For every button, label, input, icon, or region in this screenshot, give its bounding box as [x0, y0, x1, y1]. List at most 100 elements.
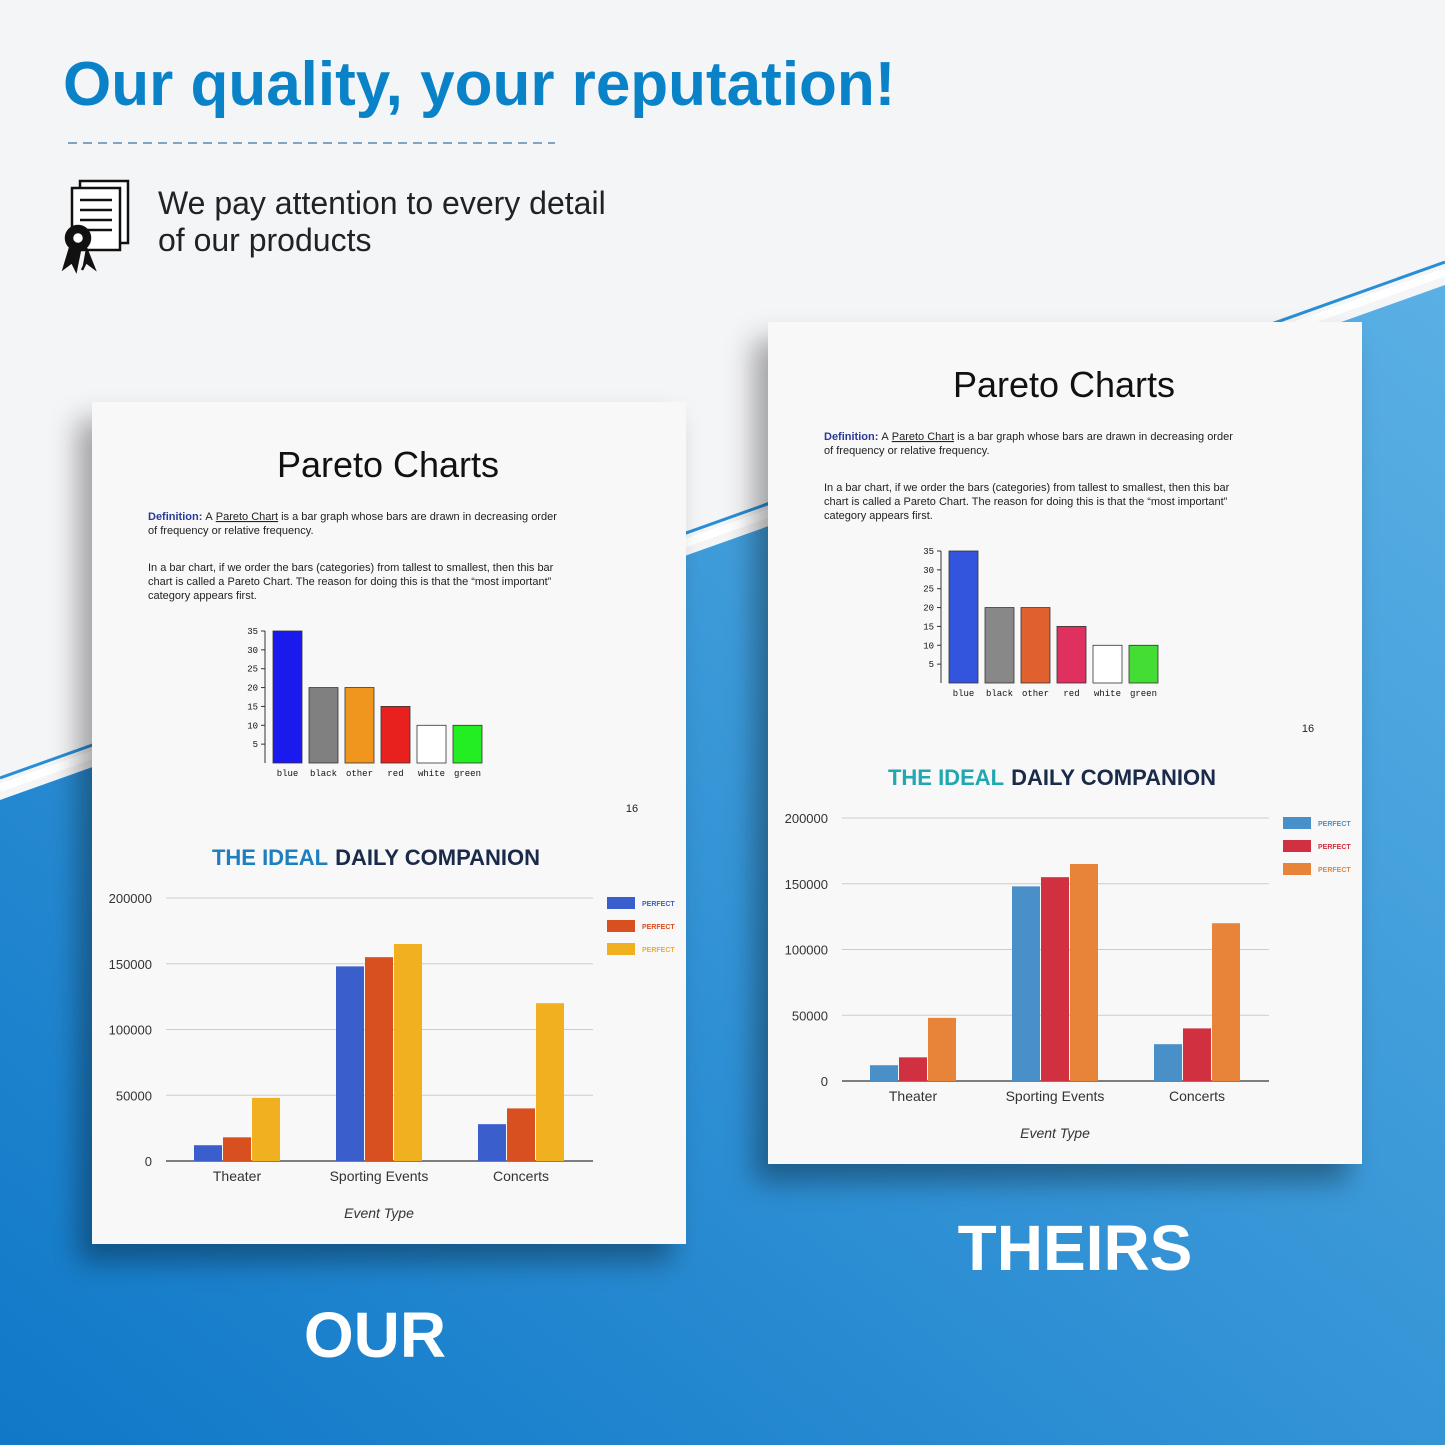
bar	[394, 944, 422, 1161]
x-tick-label: red	[387, 769, 403, 779]
definition-part: Pareto Chart	[892, 431, 954, 443]
bar	[536, 1003, 564, 1161]
bar	[1183, 1028, 1211, 1081]
y-tick-label: 200000	[109, 891, 152, 906]
y-tick-label: 50000	[116, 1088, 152, 1103]
legend-swatch	[1283, 817, 1311, 829]
x-tick-label: other	[346, 769, 373, 779]
bar	[984, 607, 1015, 684]
document-page: Pareto Charts Definition: A Pareto Chart is …	[768, 322, 1362, 1164]
y-tick-label: 150000	[785, 877, 828, 892]
legend-label: PERFECT	[642, 901, 675, 908]
page-label: THEIRS	[958, 1212, 1193, 1284]
doc-title: Pareto Charts	[277, 444, 499, 485]
x-tick-label: Theater	[889, 1088, 938, 1104]
y-tick-label: 10	[923, 641, 934, 651]
y-tick-label: 0	[821, 1074, 828, 1089]
y-tick-label: 5	[929, 660, 934, 670]
bar	[308, 687, 339, 764]
legend-swatch	[607, 943, 635, 955]
legend-label: PERFECT	[642, 947, 675, 954]
x-tick-label: Concerts	[1169, 1088, 1225, 1104]
bar	[416, 724, 447, 764]
y-tick-label: 5	[253, 740, 258, 750]
y-tick-label: 15	[923, 622, 934, 632]
definition: of frequency or relative frequency.	[148, 525, 314, 537]
bar	[1012, 886, 1040, 1081]
legend-label: PERFECT	[1318, 821, 1351, 828]
bar	[928, 1017, 956, 1081]
paragraph-line: category appears first.	[148, 590, 257, 602]
chart-title-part: DAILY COMPANION	[335, 845, 540, 870]
bar	[948, 550, 979, 684]
bar	[223, 1137, 251, 1161]
bar	[1212, 923, 1240, 1081]
chart-title-part: THE IDEAL	[888, 765, 1004, 790]
bar	[1128, 644, 1159, 684]
bar	[336, 966, 364, 1161]
y-tick-label: 100000	[109, 1023, 152, 1038]
bar	[380, 706, 411, 764]
x-tick-label: white	[418, 769, 445, 779]
x-axis-label: Event Type	[344, 1205, 414, 1221]
headline: Our quality, your reputation!	[63, 50, 895, 119]
x-tick-label: white	[1094, 689, 1121, 699]
tagline: We pay attention to every detail	[158, 185, 606, 221]
paragraph-line: In a bar chart, if we order the bars (ca…	[148, 562, 554, 574]
paragraph-line: category appears first.	[824, 510, 933, 522]
legend-label: PERFECT	[1318, 844, 1351, 851]
legend-swatch	[607, 897, 635, 909]
x-tick-label: blue	[277, 769, 299, 779]
page-number: 16	[626, 803, 638, 815]
y-tick-label: 25	[923, 585, 934, 595]
x-tick-label: Concerts	[493, 1168, 549, 1184]
x-tick-label: green	[1130, 689, 1157, 699]
page-number: 16	[1302, 723, 1314, 735]
y-tick-label: 20	[923, 604, 934, 614]
x-axis-label: Event Type	[1020, 1125, 1090, 1141]
definition-part: is a bar graph whose bars are drawn in d…	[281, 511, 557, 523]
bar	[899, 1057, 927, 1081]
definition-part: A	[205, 511, 213, 523]
definition-part: Definition:	[824, 431, 878, 443]
y-tick-label: 30	[923, 566, 934, 576]
y-tick-label: 35	[923, 547, 934, 557]
legend-label: PERFECT	[1318, 867, 1351, 874]
chart-title: THE IDEAL DAILY COMPANION	[888, 765, 1216, 790]
definition: of frequency or relative frequency.	[824, 445, 990, 457]
x-tick-label: Sporting Events	[330, 1168, 429, 1184]
legend-swatch	[607, 920, 635, 932]
tagline: of our products	[158, 222, 371, 258]
y-tick-label: 25	[247, 665, 258, 675]
bar	[1041, 877, 1069, 1081]
bar	[194, 1145, 222, 1161]
bar	[1056, 626, 1087, 684]
chart-title-part: THE IDEAL	[212, 845, 328, 870]
y-tick-label: 50000	[792, 1008, 828, 1023]
x-tick-label: red	[1063, 689, 1079, 699]
paragraph-line: chart is called a Pareto Chart. The reas…	[148, 576, 552, 588]
x-tick-label: Theater	[213, 1168, 262, 1184]
legend-swatch	[1283, 840, 1311, 852]
page-label: OUR	[304, 1299, 446, 1371]
y-tick-label: 0	[145, 1154, 152, 1169]
bar	[507, 1108, 535, 1161]
y-tick-label: 20	[247, 684, 258, 694]
certificate-icon	[61, 179, 130, 274]
definition-part: Pareto Chart	[216, 511, 278, 523]
bar	[452, 724, 483, 764]
definition: Definition: A Pareto Chart is a bar graph w…	[824, 431, 1233, 443]
y-tick-label: 200000	[785, 811, 828, 826]
y-tick-label: 35	[247, 627, 258, 637]
definition-part: Definition:	[148, 511, 202, 523]
y-tick-label: 100000	[785, 943, 828, 958]
x-tick-label: black	[310, 769, 337, 779]
bar	[1020, 607, 1051, 684]
bar	[272, 630, 303, 764]
document-page: Pareto Charts Definition: A Pareto Chart is …	[92, 402, 686, 1244]
chart-title: THE IDEAL DAILY COMPANION	[212, 845, 540, 870]
bar	[344, 687, 375, 764]
x-tick-label: green	[454, 769, 481, 779]
